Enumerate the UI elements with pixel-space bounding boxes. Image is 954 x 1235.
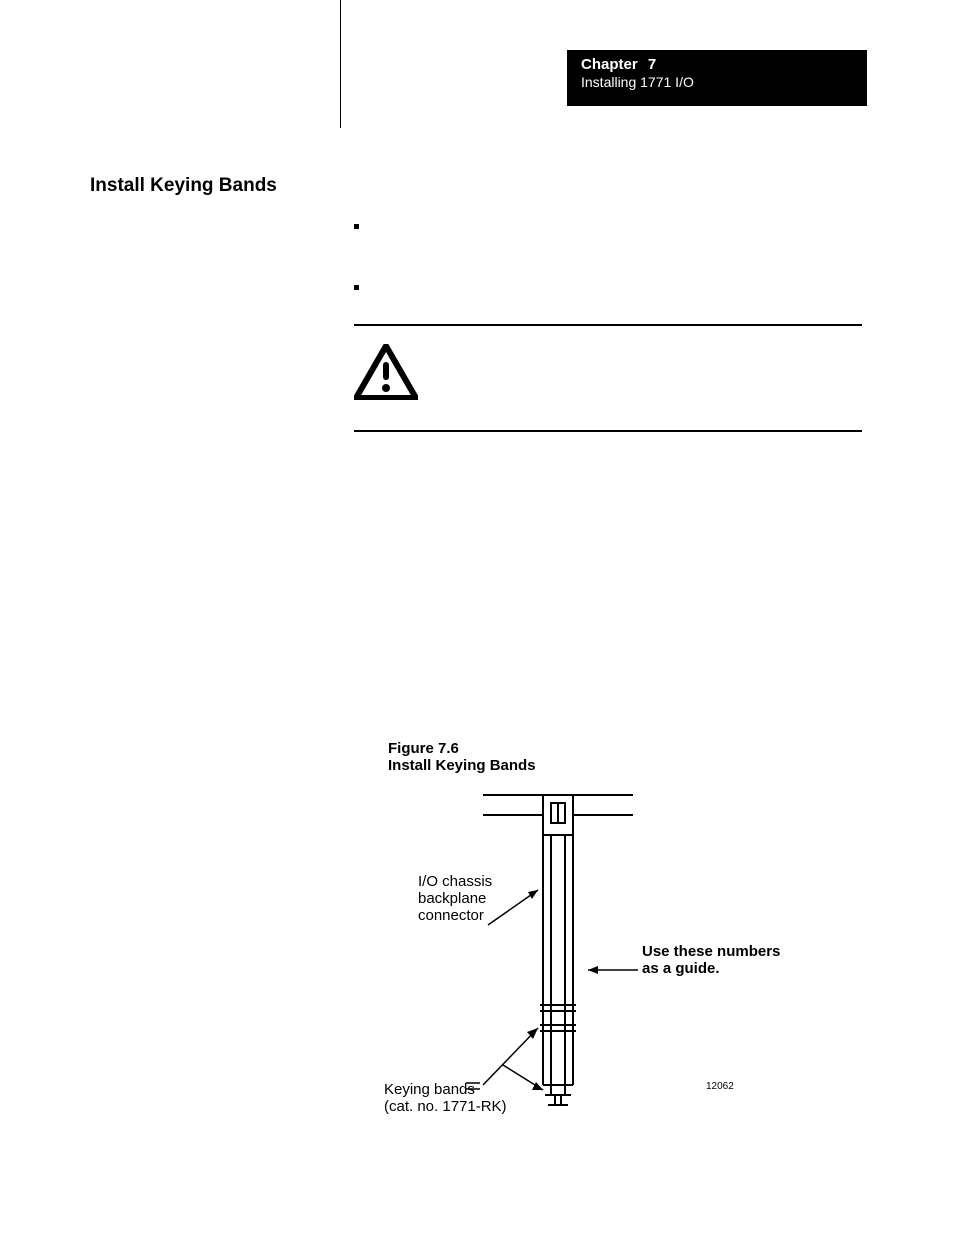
rule-top [354,324,862,326]
label-bands: Keying bands (cat. no. 1771-RK) [384,1081,507,1116]
label-guide-l2: as a guide. [642,960,780,977]
figure-number: Figure 7.6 [388,740,808,757]
label-guide: Use these numbers as a guide. [642,943,780,978]
chapter-line: Chapter 7 [581,50,867,73]
figure-block: Figure 7.6 Install Keying Bands [388,740,808,1145]
bullet-square-icon [354,285,359,290]
label-bands-l2: (cat. no. 1771-RK) [384,1098,507,1115]
label-connector: I/O chassis backplane connector [418,873,492,925]
label-guide-l1: Use these numbers [642,943,780,960]
chapter-label: Chapter [581,56,638,73]
bullet-square-icon [354,224,359,229]
warning-triangle-icon [354,344,418,400]
label-connector-l3: connector [418,907,492,924]
page: Chapter 7 Installing 1771 I/O Install Ke… [0,0,954,1235]
section-title: Install Keying Bands [90,175,277,197]
header-divider [340,0,341,128]
chapter-header: Chapter 7 Installing 1771 I/O [567,50,867,106]
label-connector-l2: backplane [418,890,492,907]
label-connector-l1: I/O chassis [418,873,492,890]
bullet-item-1 [354,217,373,233]
figure-ref-number: 12062 [706,1081,734,1092]
figure-title: Install Keying Bands [388,757,808,774]
chapter-subtitle: Installing 1771 I/O [581,74,867,90]
label-bands-l1: Keying bands [384,1081,507,1098]
chapter-number: 7 [648,56,656,73]
bullet-item-2 [354,278,373,294]
figure-diagram: I/O chassis backplane connector Use thes… [388,775,808,1145]
rule-bottom [354,430,862,432]
